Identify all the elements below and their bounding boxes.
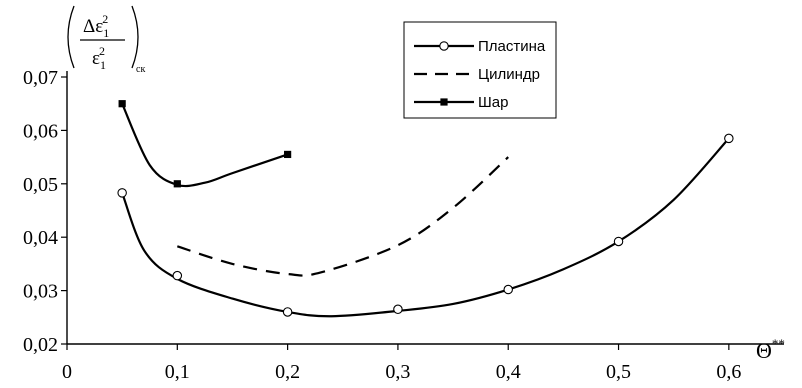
legend: Пластина Цилиндр Шар — [404, 22, 556, 118]
data-point — [504, 285, 512, 293]
y-label-right-paren — [132, 6, 138, 68]
legend-label: Пластина — [478, 38, 546, 55]
data-point — [119, 100, 126, 107]
data-point — [174, 180, 181, 187]
y-tick-label: 0,04 — [23, 227, 58, 249]
series-sphere-line — [122, 104, 287, 186]
x-tick-label: 0,2 — [275, 361, 300, 383]
x-tick-label: 0,1 — [165, 361, 190, 383]
data-point — [173, 271, 181, 279]
y-tick-label: 0,07 — [23, 67, 58, 89]
data-point — [118, 189, 126, 197]
data-point — [394, 305, 402, 313]
y-tick-label: 0,06 — [23, 120, 58, 142]
legend-label: Цилиндр — [478, 66, 540, 83]
x-tick-label: 0,3 — [385, 361, 410, 383]
y-tick-label: 0,02 — [23, 334, 58, 356]
y-tick-label: 0,05 — [23, 174, 58, 196]
y-label-subscript: ск — [136, 64, 145, 75]
x-tick-label: 0,4 — [496, 361, 521, 383]
y-label-denominator: ε12 — [92, 44, 106, 72]
data-point — [725, 134, 733, 142]
x-tick-label: 0 — [62, 361, 72, 383]
x-tick-label: 0,5 — [606, 361, 631, 383]
y-axis-label: Δε12 ε12 ск — [68, 6, 145, 75]
legend-marker — [440, 98, 447, 105]
x-tick-label: 0,6 — [716, 361, 741, 383]
series-plastina — [118, 134, 733, 316]
data-point — [283, 308, 291, 316]
x-axis-label: Θ** — [756, 336, 785, 363]
legend-marker — [440, 42, 448, 50]
y-label-numerator: Δε12 — [83, 12, 109, 40]
series-group — [118, 100, 733, 316]
legend-label: Шар — [478, 94, 508, 111]
series-sphere — [119, 100, 292, 187]
y-tick-label: 0,03 — [23, 281, 58, 303]
y-label-left-paren — [68, 6, 74, 68]
series-plastina-line — [122, 138, 729, 316]
data-point — [614, 237, 622, 245]
data-point — [284, 151, 291, 158]
tick-group: 0,02 0,03 0,04 0,05 0,06 0,07 0 0,1 0,2 0,3 0,4 0,5… — [23, 67, 741, 383]
